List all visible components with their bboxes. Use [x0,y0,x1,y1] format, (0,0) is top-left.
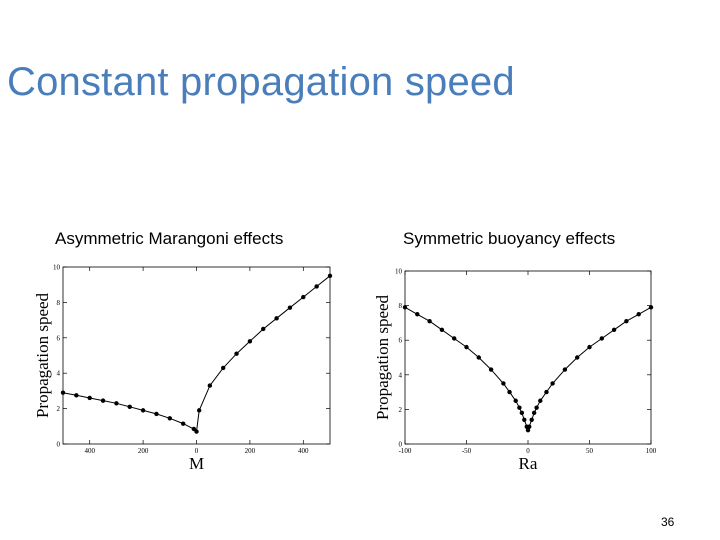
x-tick-label: 100 [646,447,657,455]
y-tick-label: 0 [399,441,403,449]
y-tick-label: 0 [57,441,61,449]
data-point [525,427,531,433]
data-point [314,284,319,289]
data-point [60,390,66,395]
data-point [100,398,106,403]
data-point [648,305,654,310]
data-point [439,327,445,333]
data-point [636,312,641,317]
right-chart-caption: Symmetric buoyancy effects [403,229,616,248]
series-line [404,306,652,432]
y-tick-label: 2 [399,406,403,414]
y-tick-label: 6 [57,334,61,342]
data-point [624,318,629,324]
y-tick-label: 8 [57,299,61,307]
data-point [534,405,539,410]
data-point [140,408,146,413]
series-line [62,275,331,433]
data-point [513,398,518,403]
data-point [87,395,92,401]
data-point [180,421,186,426]
y-tick-label: 4 [57,370,61,378]
y-axis-label: Propagation speed [33,292,52,418]
data-point [531,410,537,416]
data-point [207,383,213,388]
data-point [488,367,494,372]
data-point [127,404,132,410]
data-point [327,273,333,279]
data-point [522,417,527,422]
data-point [274,316,279,321]
data-point [538,398,543,403]
plot-frame [404,270,652,445]
y-axis-label: Propagation speed [373,294,392,420]
plot-frame [62,266,331,445]
x-tick-label: 400 [298,447,309,455]
data-point [427,318,432,324]
data-point [194,429,199,434]
data-point [587,344,592,350]
slide-title: Constant propagation speed [7,60,515,104]
data-point [287,305,293,310]
data-point [452,336,457,341]
x-tick-label: 400 [84,447,95,455]
y-tick-label: 4 [399,371,403,379]
x-tick-label: -50 [462,447,472,455]
data-point [527,424,532,429]
data-point [191,426,197,432]
x-tick-label: 200 [245,447,256,455]
y-tick-label: 2 [57,405,61,413]
data-point [415,312,420,317]
data-point [599,336,604,341]
data-point [261,326,266,332]
y-tick-label: 10 [395,268,403,276]
data-point [167,416,172,421]
x-axis-label: M [189,454,204,470]
data-point [196,408,202,413]
data-point [562,367,568,372]
data-point [476,355,481,360]
data-point [247,339,253,344]
data-point [114,401,119,406]
data-point [529,417,534,422]
data-point [234,351,239,356]
data-point [464,344,469,350]
data-point [507,389,512,395]
slide-number: 36 [661,515,675,529]
marangoni-speed-chart: 400 200 0 200 400 0 2 4 6 8 10 M Propagation speed [33,264,333,470]
data-point [544,389,549,395]
data-point [402,305,408,310]
data-point [501,381,506,386]
x-tick-label: -100 [399,447,412,455]
data-point [550,381,555,386]
data-point [517,405,522,410]
data-point [611,327,617,333]
data-point [519,410,525,416]
y-tick-label: 8 [399,302,403,310]
y-tick-label: 10 [53,264,61,272]
data-point [74,393,79,398]
x-tick-label: 200 [138,447,149,455]
left-chart-caption: Asymmetric Marangoni effects [55,229,284,248]
y-tick-label: 6 [399,337,403,345]
x-tick-label: 0 [526,447,530,455]
x-axis-label: Ra [519,454,538,470]
x-tick-label: 50 [586,447,594,455]
data-point [575,355,580,360]
buoyancy-speed-chart: -100 -50 0 50 100 0 2 4 6 8 10 Ra Propagation speed [373,268,657,471]
x-tick-label: 0 [195,447,199,455]
data-point [154,411,159,417]
data-point [221,365,226,371]
data-point [301,294,306,300]
